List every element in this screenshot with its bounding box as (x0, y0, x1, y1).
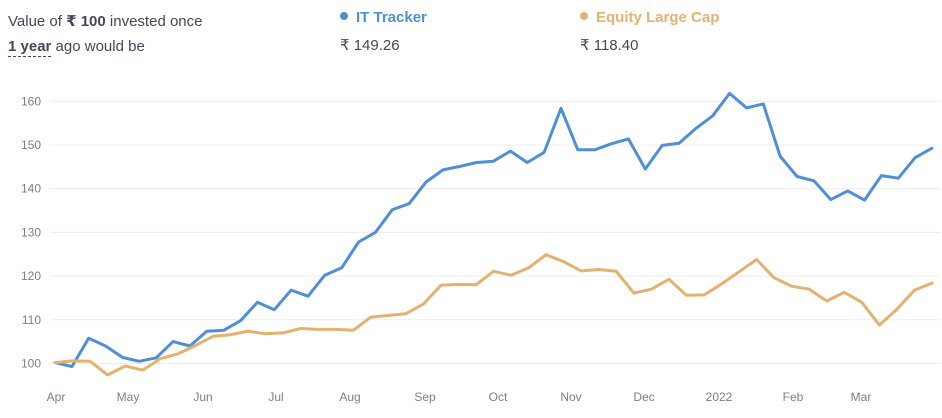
intro-prefix: Value of (8, 13, 67, 30)
legend-label: IT Tracker (356, 9, 427, 26)
legend-label: Equity Large Cap (596, 9, 720, 26)
it-tracker-value: ₹ 149.26 (340, 37, 400, 54)
x-tick-label: Nov (560, 390, 581, 404)
intro-line-1: Value of ₹ 100 invested once (8, 9, 202, 34)
series-dot-icon (580, 12, 588, 21)
legend-it-tracker[interactable]: IT Tracker ₹ 149.26 (340, 8, 427, 54)
x-tick-label: Feb (783, 390, 804, 404)
y-tick-label: 130 (21, 225, 41, 239)
x-tick-label: Aug (339, 390, 360, 404)
y-tick-label: 140 (21, 182, 41, 196)
period-suffix: ago would be (51, 38, 145, 55)
period-selector[interactable]: 1 year (8, 38, 52, 57)
x-tick-label: Dec (633, 390, 654, 404)
y-tick-label: 110 (22, 313, 41, 327)
y-tick-label: 150 (21, 138, 41, 152)
intro-suffix: invested once (105, 13, 203, 30)
y-tick-label: 100 (21, 357, 41, 371)
investment-amount: ₹ 100 (66, 13, 106, 30)
x-tick-label: Apr (47, 390, 66, 404)
equity-large-cap-value: ₹ 118.40 (580, 37, 639, 54)
series-dot-icon (340, 12, 348, 21)
intro-line-2: 1 year ago would be (8, 34, 202, 59)
y-tick-label: 120 (21, 269, 41, 283)
x-tick-label: Sep (414, 390, 436, 404)
x-tick-label: 2022 (706, 390, 733, 404)
series-line (53, 91, 934, 369)
x-tick-label: Jul (268, 390, 283, 404)
x-tick-label: Oct (489, 390, 508, 404)
chart-header: Value of ₹ 100 invested once 1 year ago … (0, 0, 942, 70)
x-tick-label: May (117, 390, 140, 404)
series-line (53, 253, 934, 377)
x-tick-label: Mar (851, 390, 872, 404)
intro-text: Value of ₹ 100 invested once 1 year ago … (8, 9, 202, 59)
y-tick-label: 160 (21, 94, 41, 108)
x-tick-label: Jun (193, 390, 212, 404)
legend-equity-large-cap[interactable]: Equity Large Cap ₹ 118.40 (580, 8, 719, 54)
legend-it-tracker-name: IT Tracker (340, 8, 427, 28)
legend-equity-large-cap-name: Equity Large Cap (580, 8, 719, 28)
